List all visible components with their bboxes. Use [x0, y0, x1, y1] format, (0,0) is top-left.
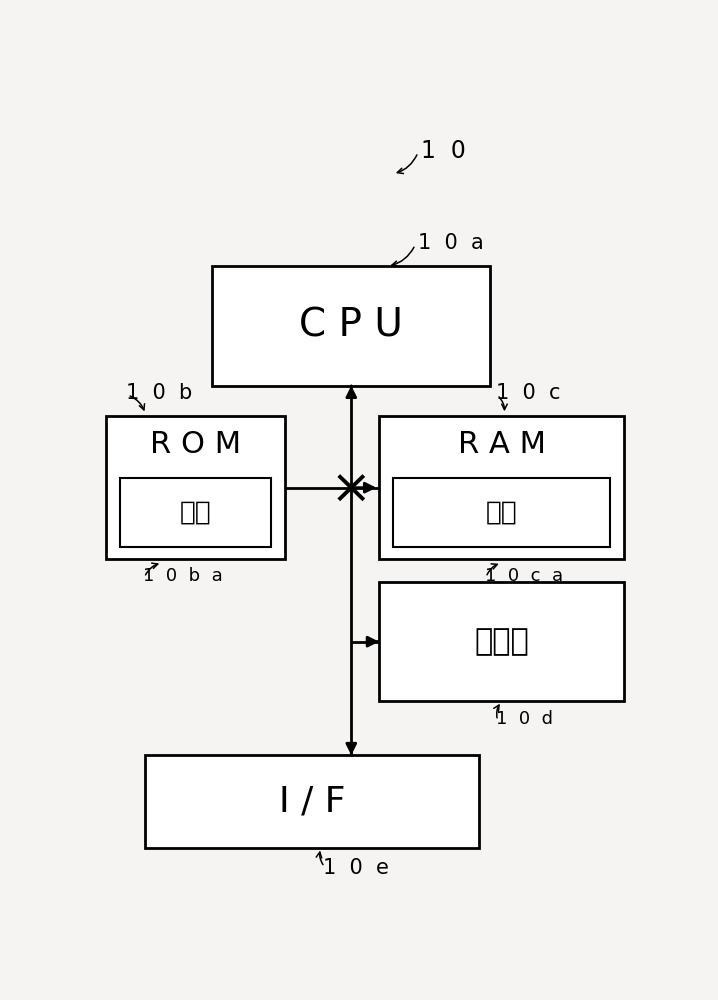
Text: 1  0  b: 1 0 b — [126, 383, 192, 403]
Text: 1  0  c: 1 0 c — [496, 383, 561, 403]
Text: 1  0  b  a: 1 0 b a — [143, 567, 223, 585]
Bar — [121, 478, 271, 547]
Bar — [379, 416, 624, 559]
Text: R O M: R O M — [150, 430, 241, 459]
Text: 1  0  c  a: 1 0 c a — [485, 567, 563, 585]
Text: 1  0  d: 1 0 d — [496, 710, 553, 728]
Text: 1  0: 1 0 — [421, 139, 466, 163]
Text: I / F: I / F — [279, 784, 345, 818]
Bar — [393, 478, 610, 547]
Text: 通信部: 通信部 — [474, 627, 529, 656]
Text: 程序: 程序 — [180, 500, 211, 526]
Text: 1  0  a: 1 0 a — [418, 233, 484, 253]
Bar — [379, 582, 624, 701]
Text: C P U: C P U — [299, 307, 404, 345]
Bar — [145, 755, 480, 848]
Text: R A M: R A M — [457, 430, 546, 459]
Bar — [106, 416, 284, 559]
Bar — [213, 266, 490, 386]
Text: 参数: 参数 — [485, 500, 518, 526]
Text: 1  0  e: 1 0 e — [323, 858, 389, 878]
